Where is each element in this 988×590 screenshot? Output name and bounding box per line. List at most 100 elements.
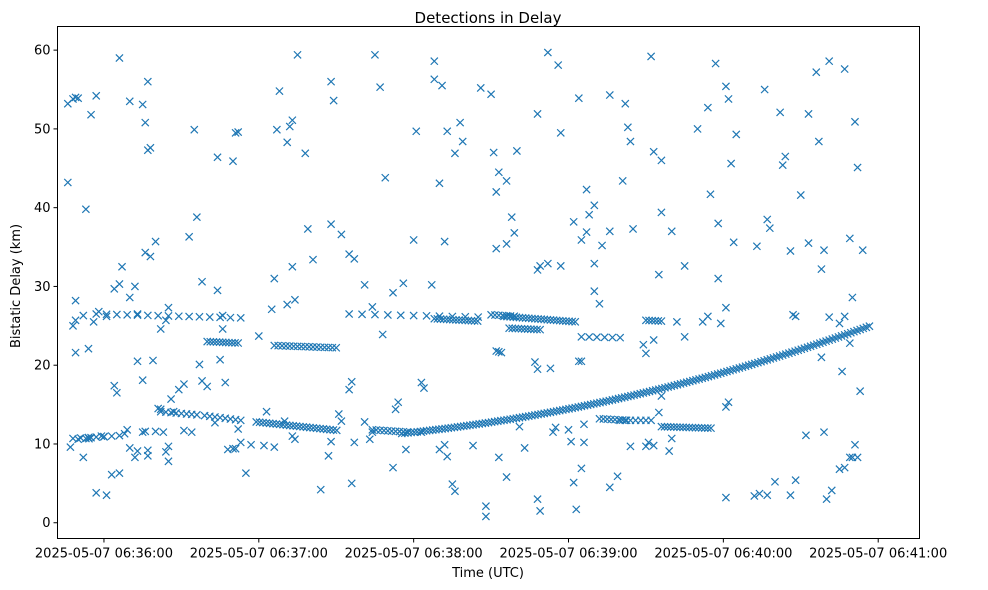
data-point-marker	[97, 432, 106, 441]
data-point-marker	[174, 312, 183, 321]
data-point-marker	[218, 338, 227, 347]
data-point-marker	[641, 316, 650, 325]
data-point-marker	[838, 367, 847, 376]
data-point-marker	[133, 447, 142, 456]
data-point-marker	[236, 313, 245, 322]
data-point-marker	[396, 311, 405, 320]
data-point-marker	[433, 314, 442, 323]
data-point-marker	[161, 447, 170, 456]
data-point-marker	[502, 176, 511, 185]
data-point-marker	[721, 493, 730, 502]
data-point-marker	[840, 65, 849, 74]
data-point-marker	[706, 424, 715, 433]
data-point-marker	[510, 228, 519, 237]
data-point-marker	[639, 388, 648, 397]
data-point-marker	[704, 372, 713, 381]
data-point-marker	[224, 338, 233, 347]
data-point-marker	[301, 149, 310, 158]
data-point-marker	[817, 353, 826, 362]
data-point-marker	[502, 473, 511, 482]
data-point-marker	[481, 502, 490, 511]
data-point-marker	[577, 332, 586, 341]
data-point-marker	[293, 50, 302, 59]
data-point-marker	[518, 413, 527, 422]
data-point-marker	[697, 423, 706, 432]
data-point-marker	[272, 125, 281, 134]
data-point-marker	[151, 427, 160, 436]
data-point-marker	[698, 374, 707, 383]
data-point-marker	[554, 61, 563, 70]
data-point-marker	[786, 246, 795, 256]
data-point-marker	[489, 148, 498, 157]
data-point-marker	[438, 81, 447, 90]
data-point-marker	[750, 491, 759, 500]
data-point-marker	[285, 421, 294, 430]
data-point-marker	[521, 314, 530, 323]
data-point-marker	[845, 453, 854, 462]
data-point-marker	[605, 483, 614, 492]
data-point-marker	[376, 83, 385, 92]
data-point-marker	[825, 313, 834, 322]
data-point-marker	[688, 376, 697, 385]
data-point-marker	[605, 227, 614, 236]
x-tick-label: 2025-05-07 06:39:00	[499, 547, 637, 562]
data-point-marker	[679, 379, 688, 388]
data-point-marker	[776, 108, 785, 117]
data-point-marker	[473, 317, 482, 326]
data-point-marker	[236, 416, 245, 425]
data-point-marker	[209, 337, 218, 346]
data-point-marker	[721, 402, 730, 411]
data-point-marker	[713, 370, 722, 379]
data-point-marker	[322, 425, 331, 434]
data-point-marker	[370, 50, 379, 59]
data-point-marker	[693, 124, 702, 133]
data-point-marker	[234, 339, 243, 348]
data-point-marker	[71, 348, 80, 357]
data-point-marker	[582, 185, 591, 194]
data-point-marker	[391, 405, 400, 414]
data-point-marker	[796, 191, 805, 200]
data-point-marker	[107, 470, 116, 479]
data-point-marker	[629, 224, 638, 233]
data-point-marker	[236, 438, 245, 447]
data-point-marker	[450, 487, 459, 496]
data-point-marker	[368, 302, 377, 311]
data-point-marker	[605, 91, 614, 100]
data-point-marker	[558, 316, 567, 325]
data-point-marker	[305, 423, 314, 432]
data-point-marker	[268, 419, 278, 428]
data-point-marker	[326, 425, 335, 434]
data-point-marker	[329, 425, 338, 435]
data-point-marker	[523, 325, 532, 334]
data-point-marker	[530, 358, 539, 367]
data-point-marker	[212, 337, 221, 347]
data-point-marker	[316, 485, 325, 494]
data-point-marker	[569, 217, 578, 226]
data-point-marker	[470, 316, 479, 325]
data-point-marker	[814, 137, 823, 146]
data-point-marker	[595, 299, 604, 308]
data-point-marker	[187, 428, 196, 437]
data-point-marker	[564, 404, 574, 413]
data-point-marker	[592, 333, 601, 342]
data-point-marker	[436, 315, 445, 324]
data-point-marker	[394, 398, 403, 407]
data-point-marker	[582, 228, 591, 237]
data-point-marker	[600, 333, 609, 342]
data-point-marker	[801, 431, 810, 440]
data-point-marker	[691, 375, 701, 384]
data-point-marker	[358, 310, 367, 319]
data-point-marker	[574, 94, 583, 103]
x-axis: 2025-05-07 06:36:00 2025-05-07 06:37:00 20…	[35, 538, 947, 562]
data-point-marker	[537, 315, 546, 324]
data-point-marker	[442, 315, 451, 324]
data-point-marker	[383, 310, 392, 319]
data-point-marker	[74, 435, 83, 444]
data-point-marker	[680, 261, 689, 270]
data-point-marker	[327, 437, 336, 446]
data-point-marker	[812, 68, 821, 77]
data-point-marker	[840, 463, 849, 472]
data-point-marker	[556, 128, 565, 137]
data-point-marker	[599, 397, 608, 406]
data-point-marker	[218, 311, 227, 320]
